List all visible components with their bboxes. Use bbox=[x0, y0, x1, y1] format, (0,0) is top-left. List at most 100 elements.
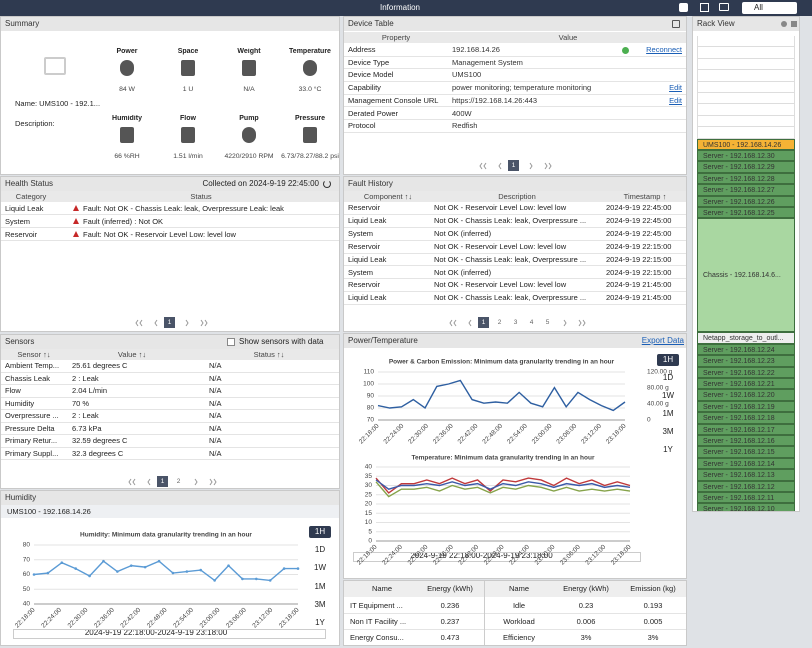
metric-value: 33.0 °C bbox=[298, 86, 322, 93]
rack-item[interactable]: Chassis - 192.168.14.6... bbox=[697, 218, 795, 333]
rack-item[interactable]: Server - 192.168.12.12 bbox=[697, 480, 795, 492]
table-cell: Primary Suppl... bbox=[5, 448, 59, 458]
device-label: UMS100 - 192.168.14.26 bbox=[1, 505, 339, 518]
table-cell[interactable]: Edit bbox=[669, 95, 682, 105]
filter-value: All bbox=[754, 3, 763, 12]
filter-dropdown[interactable]: All bbox=[742, 2, 797, 14]
pager-arrow[interactable] bbox=[478, 162, 488, 170]
pager-arrow[interactable] bbox=[495, 162, 505, 170]
pager-arrow[interactable] bbox=[560, 319, 570, 327]
column-header[interactable]: Property bbox=[381, 33, 411, 42]
pager-arrow[interactable] bbox=[448, 319, 458, 327]
checkbox-label[interactable]: Show sensors with data bbox=[239, 337, 324, 346]
checkbox[interactable] bbox=[227, 338, 235, 346]
rack-item[interactable]: Server - 192.168.12.26 bbox=[697, 195, 795, 207]
export-link[interactable]: Export Data bbox=[641, 336, 684, 345]
range-button[interactable]: 1D bbox=[662, 373, 674, 382]
column-header[interactable]: Component ↑↓ bbox=[363, 192, 413, 201]
rack-item[interactable]: Server - 192.168.12.11 bbox=[697, 492, 795, 504]
page-button[interactable]: 3 bbox=[513, 319, 518, 326]
pager-arrow[interactable] bbox=[199, 319, 209, 327]
range-button[interactable]: 1H bbox=[309, 526, 331, 538]
rack-item[interactable]: Netapp_storage_to_outl... bbox=[697, 332, 795, 344]
page-button[interactable]: 5 bbox=[545, 319, 550, 326]
rack-item[interactable]: Server - 192.168.12.28 bbox=[697, 172, 795, 185]
pager-arrow[interactable] bbox=[465, 319, 475, 327]
column-header[interactable]: Description bbox=[498, 192, 536, 201]
rack-item[interactable]: Server - 192.168.12.29 bbox=[697, 161, 795, 173]
rack-item[interactable]: Server - 192.168.12.16 bbox=[697, 435, 795, 447]
pager-arrow[interactable] bbox=[526, 162, 536, 170]
column-header[interactable]: Value ↑↓ bbox=[117, 350, 147, 359]
pager-arrow[interactable] bbox=[191, 478, 201, 486]
range-button[interactable]: 3M bbox=[662, 427, 674, 436]
page-button[interactable]: 2 bbox=[176, 478, 181, 485]
rack-item[interactable]: Server - 192.168.12.18 bbox=[697, 412, 795, 424]
rack-item[interactable]: Server - 192.168.12.30 bbox=[697, 150, 795, 162]
table-cell: Fault: Not OK - Chassis Leak: leak, Over… bbox=[83, 204, 284, 213]
table-cell: Efficiency bbox=[503, 633, 535, 642]
icon-button[interactable] bbox=[679, 3, 688, 12]
table-cell: 0.23 bbox=[578, 601, 594, 610]
icon-button[interactable] bbox=[719, 3, 729, 11]
table-cell[interactable]: Reconnect bbox=[646, 45, 682, 54]
table-cell: N/A bbox=[209, 423, 222, 433]
page-button[interactable]: 1 bbox=[478, 317, 489, 328]
rack-item[interactable]: Server - 192.168.12.19 bbox=[697, 400, 795, 413]
page-button[interactable]: 4 bbox=[529, 319, 534, 326]
rack-item[interactable]: Server - 192.168.12.25 bbox=[697, 207, 795, 219]
rack-item[interactable]: Server - 192.168.12.10 bbox=[697, 503, 795, 511]
range-button[interactable]: 1Y bbox=[663, 445, 673, 454]
page-button[interactable]: 1 bbox=[157, 476, 168, 487]
page-button[interactable]: 1 bbox=[508, 160, 519, 171]
table-cell: Not OK (inferred) bbox=[434, 228, 492, 238]
rack-item[interactable]: Server - 192.168.12.22 bbox=[697, 366, 795, 378]
page-button[interactable]: 2 bbox=[497, 319, 502, 326]
range-button[interactable]: 1D bbox=[314, 545, 326, 555]
top-title: Information bbox=[379, 3, 421, 12]
range-button[interactable]: 3M bbox=[314, 599, 326, 609]
rack-item[interactable]: Server - 192.168.12.17 bbox=[697, 423, 795, 435]
rack-item[interactable]: Server - 192.168.12.24 bbox=[697, 343, 795, 356]
scrollbar[interactable] bbox=[353, 552, 641, 562]
pager-arrow[interactable] bbox=[151, 319, 161, 327]
column-header[interactable]: Value bbox=[558, 33, 578, 42]
pager-arrow[interactable] bbox=[182, 319, 192, 327]
icon-button[interactable] bbox=[700, 3, 709, 12]
rack-item[interactable]: Server - 192.168.12.20 bbox=[697, 389, 795, 401]
rack-item[interactable]: Server - 192.168.12.21 bbox=[697, 378, 795, 390]
range-button[interactable]: 1W bbox=[314, 563, 326, 573]
rack-item[interactable]: UMS100 - 192.168.14.26 bbox=[697, 138, 795, 150]
column-header[interactable]: Category bbox=[15, 192, 47, 201]
scrollbar[interactable] bbox=[13, 629, 326, 639]
rack-item[interactable]: Server - 192.168.12.14 bbox=[697, 457, 795, 470]
column-header[interactable]: Sensor ↑↓ bbox=[17, 350, 51, 359]
pager-arrow[interactable] bbox=[543, 162, 553, 170]
pager-arrow[interactable] bbox=[144, 478, 154, 486]
range-button[interactable]: 1M bbox=[314, 581, 326, 591]
rack-item[interactable]: Server - 192.168.12.23 bbox=[697, 355, 795, 367]
page-button[interactable]: 1 bbox=[164, 317, 175, 328]
table-row bbox=[344, 254, 686, 267]
table-row bbox=[1, 423, 339, 435]
range-button[interactable]: 1H bbox=[657, 354, 679, 366]
pager-arrow[interactable] bbox=[577, 319, 587, 327]
column-header[interactable]: Status ↑↓ bbox=[253, 350, 285, 359]
table-cell: 0.473 bbox=[440, 633, 460, 642]
pager-arrow[interactable] bbox=[134, 319, 144, 327]
rack-item[interactable]: Server - 192.168.12.13 bbox=[697, 469, 795, 481]
range-button[interactable]: 1W bbox=[662, 391, 674, 400]
metric-icon bbox=[242, 127, 256, 143]
rack-item[interactable]: Server - 192.168.12.27 bbox=[697, 184, 795, 196]
range-button[interactable]: 1Y bbox=[315, 618, 325, 627]
refresh-button[interactable] bbox=[323, 180, 331, 188]
pager-arrow[interactable] bbox=[127, 478, 137, 486]
table-cell: N/A bbox=[209, 386, 222, 395]
column-header[interactable]: Status bbox=[190, 192, 212, 201]
column-header[interactable]: Timestamp ↑ bbox=[623, 192, 667, 201]
table-header bbox=[344, 32, 686, 43]
rack-item[interactable]: Server - 192.168.12.15 bbox=[697, 446, 795, 458]
range-button[interactable]: 1M bbox=[662, 409, 674, 418]
pager-arrow[interactable] bbox=[208, 478, 218, 486]
table-cell[interactable]: Edit bbox=[669, 83, 682, 93]
